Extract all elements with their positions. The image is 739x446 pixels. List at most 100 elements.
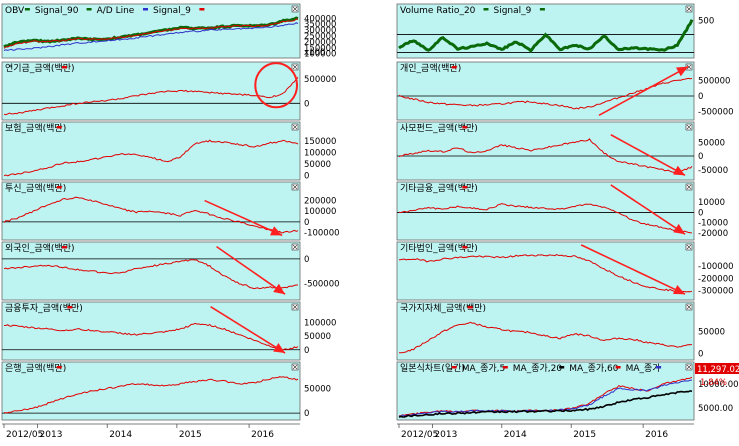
legend-swatch [467, 306, 473, 309]
legend-swatch [143, 8, 148, 11]
legend-label: MA_종가,60 [569, 363, 619, 374]
series-line-0 [3, 259, 298, 290]
panel-government: 국가지자체_금액(백만) 50000 0 [396, 301, 725, 361]
legend-label: 외국인_금액(백만) [5, 242, 74, 254]
y-tick-label: 500000 [304, 75, 336, 85]
y-tick-label: 100000 [304, 50, 336, 60]
y-tick-label: 0 [698, 208, 703, 218]
y-tick-label: 200000 [304, 196, 336, 206]
legend-label: 개인_금액(백만) [400, 62, 461, 74]
legend-swatch [199, 8, 205, 11]
panel-financial_investment: 금융투자_금액(백만) 100000 50000 0 [1, 301, 336, 361]
x-tick-label: 2012/05 [401, 430, 438, 440]
legend-label: 연기금_금액(백만) [5, 62, 74, 74]
x-tick-label: 2014 [109, 430, 132, 440]
panel-background [1, 121, 301, 181]
close-icon-glyph [292, 364, 298, 370]
x-tick-label: 2015 [179, 430, 202, 440]
x-axis-left-background [2, 424, 340, 440]
y-tick-label: 0 [698, 92, 703, 102]
y-tick-label: -50000 [698, 166, 728, 176]
close-icon-glyph [292, 184, 298, 190]
annotation-arrow [216, 245, 286, 295]
y-tick-label: x100 [304, 48, 325, 58]
y-tick-label: 100000 [304, 149, 336, 159]
legend-label: OBV [5, 6, 25, 16]
y-tick-label: 10000 [698, 198, 725, 208]
y-tick-label: 300000 [304, 26, 336, 36]
annotation-arrowhead [673, 165, 686, 176]
y-tick-label: 100000 [304, 318, 336, 328]
legend-swatch [462, 126, 468, 129]
y-tick-label: 50000 [304, 332, 331, 342]
y-tick-label: 0 [304, 99, 309, 109]
annotation-arrowhead [673, 285, 686, 295]
annotation-arrowhead [273, 283, 286, 295]
legend-label: 기타법인_금액(백만) [400, 242, 478, 254]
close-icon-glyph [686, 6, 692, 12]
legend-swatch [483, 8, 489, 11]
panel-background [396, 301, 695, 361]
series-line-0 [398, 138, 693, 174]
y-tick-label: 350000 [304, 20, 336, 30]
legend-swatch [86, 8, 92, 11]
legend-swatch [451, 366, 457, 369]
x-tick-label: 2013 [434, 430, 457, 440]
legend-swatch [559, 366, 565, 369]
legend-label: Signal_90 [35, 6, 79, 16]
legend-swatch [615, 366, 621, 369]
x-tick-label: 2014 [504, 430, 527, 440]
annotation-arrow [610, 184, 686, 235]
x-tick-label: 2015 [573, 430, 596, 440]
series-line-2 [398, 390, 693, 418]
y-tick-label: -20000 [698, 229, 728, 239]
y-tick-label: -500000 [304, 279, 340, 289]
panel-obv: OBV Signal_90 A/D Line Signal_9 400000350000… [1, 3, 336, 60]
close-icon-glyph [686, 304, 692, 310]
panel-individual: 개인_금액(백만) 500000 0 -500000 [396, 61, 734, 121]
y-tick-label: -100000 [304, 229, 340, 239]
close-icon-glyph [686, 184, 692, 190]
panel-other_finance: 기타금융_금액(백만) 100000-10000-20000 [396, 181, 728, 241]
series-line-0 [3, 196, 299, 234]
close-icon-glyph [292, 64, 298, 70]
series-line-0 [3, 139, 299, 177]
y-tick-label: -200000 [698, 274, 734, 284]
close-icon-glyph [292, 6, 298, 12]
panel-foreigner: 외국인_금액(백만) 0 -500000 [1, 241, 340, 301]
y-tick-label: -300000 [698, 287, 734, 297]
y-tick-label: 10000.00 [698, 380, 739, 390]
y-tick-label: 250000 [304, 32, 336, 42]
x-tick-label: 2013 [40, 430, 63, 440]
y-tick-label: 150000 [304, 137, 336, 147]
y-tick-label: 0 [304, 409, 309, 419]
series-line-1 [3, 22, 299, 51]
series-line-2 [3, 18, 298, 49]
y-tick-label: 0 [698, 350, 703, 360]
close-icon-glyph [292, 244, 298, 250]
legend-label: 기타금융_금액(백만) [400, 182, 478, 194]
y-tick-label: 50000 [698, 328, 725, 338]
legend-label: Volume Ratio_20 [400, 6, 476, 16]
series-line-0 [4, 322, 299, 351]
y-tick-label: 200000 [304, 38, 336, 48]
legend-swatch [462, 246, 468, 249]
legend-label: Signal_9 [153, 6, 191, 16]
annotation-arrow [610, 134, 686, 177]
y-tick-label: 500 [698, 16, 714, 26]
x-axis-right-background [397, 424, 734, 440]
last-price-change: 1.84% [700, 378, 727, 388]
series-line-0 [3, 77, 299, 116]
y-tick-label: 0 [698, 152, 703, 162]
legend-label: 투신_금액(백만) [5, 182, 66, 194]
legend-swatch [62, 246, 67, 249]
y-tick-label: 0 [304, 346, 309, 356]
panel-background [396, 181, 695, 241]
x-tick-label: 2016 [645, 430, 668, 440]
close-icon-glyph [686, 364, 692, 370]
y-tick-label: 0 [304, 218, 309, 228]
y-tick-label: -500000 [698, 108, 734, 118]
series-line-0 [398, 203, 693, 234]
